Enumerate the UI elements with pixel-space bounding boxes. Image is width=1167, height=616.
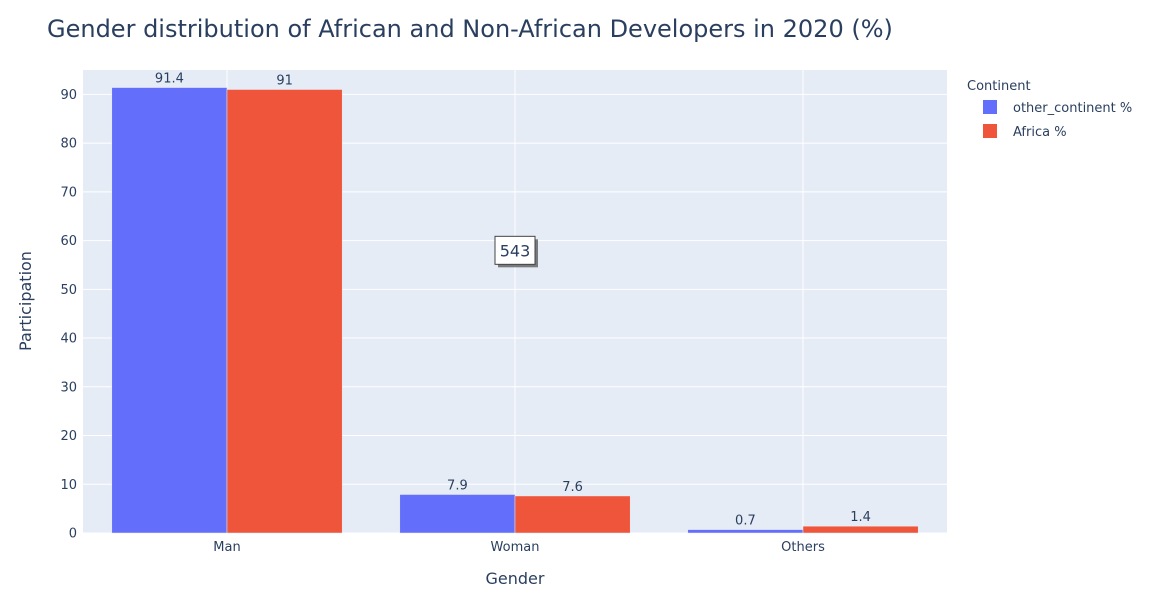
bar-other-continent-others[interactable]: [687, 529, 804, 534]
annotation: 543: [494, 235, 538, 268]
data-label-africa-woman: 7.6: [562, 480, 583, 495]
legend[interactable]: Continent other_continent % Africa %: [967, 79, 1132, 140]
y-tick-label: 20: [60, 429, 77, 444]
x-tick-label-others: Others: [781, 540, 825, 555]
bar-africa-man[interactable]: [226, 89, 343, 534]
y-tick-label: 40: [60, 332, 77, 347]
y-tick-label: 50: [60, 283, 77, 298]
legend-label: Africa %: [1013, 125, 1067, 140]
data-label-other-continent-woman: 7.9: [447, 478, 468, 493]
y-axis-title: Participation: [16, 251, 35, 351]
data-label-africa-others: 1.4: [850, 510, 871, 525]
legend-swatch: [983, 124, 997, 138]
y-tick-label: 60: [60, 234, 77, 249]
y-tick-label: 90: [60, 88, 77, 103]
chart-title: Gender distribution of African and Non-A…: [47, 15, 893, 43]
x-axis-title: Gender: [486, 569, 545, 588]
legend-title: Continent: [967, 79, 1031, 94]
y-tick-label: 10: [60, 478, 77, 493]
y-tick-label: 30: [60, 380, 77, 395]
y-tick-label: 70: [60, 185, 77, 200]
y-tick-label: 0: [69, 527, 77, 542]
bar-africa-woman[interactable]: [514, 495, 631, 534]
x-tick-label-man: Man: [213, 540, 240, 555]
x-axis-ticks: Man Woman Others: [213, 540, 825, 555]
legend-label: other_continent %: [1013, 101, 1132, 116]
data-label-africa-man: 91: [276, 73, 293, 88]
bar-africa-others[interactable]: [802, 525, 919, 534]
legend-item-other-continent[interactable]: other_continent %: [983, 100, 1132, 116]
y-tick-label: 80: [60, 137, 77, 152]
annotation-box: [494, 235, 536, 265]
legend-swatch: [983, 100, 997, 114]
annotation-text: 543: [500, 241, 531, 260]
bar-other-continent-woman[interactable]: [399, 494, 516, 534]
bars: [111, 87, 919, 534]
data-label-other-continent-man: 91.4: [155, 72, 184, 87]
data-labels: 91.4 91 7.9 7.6 0.7 1.4: [155, 72, 871, 529]
data-label-other-continent-others: 0.7: [735, 514, 756, 529]
bar-other-continent-man[interactable]: [111, 87, 228, 534]
legend-item-africa[interactable]: Africa %: [983, 124, 1067, 140]
x-tick-label-woman: Woman: [491, 540, 540, 555]
y-axis-ticks: 0 10 20 30 40 50 60 70 80 90: [60, 88, 77, 542]
